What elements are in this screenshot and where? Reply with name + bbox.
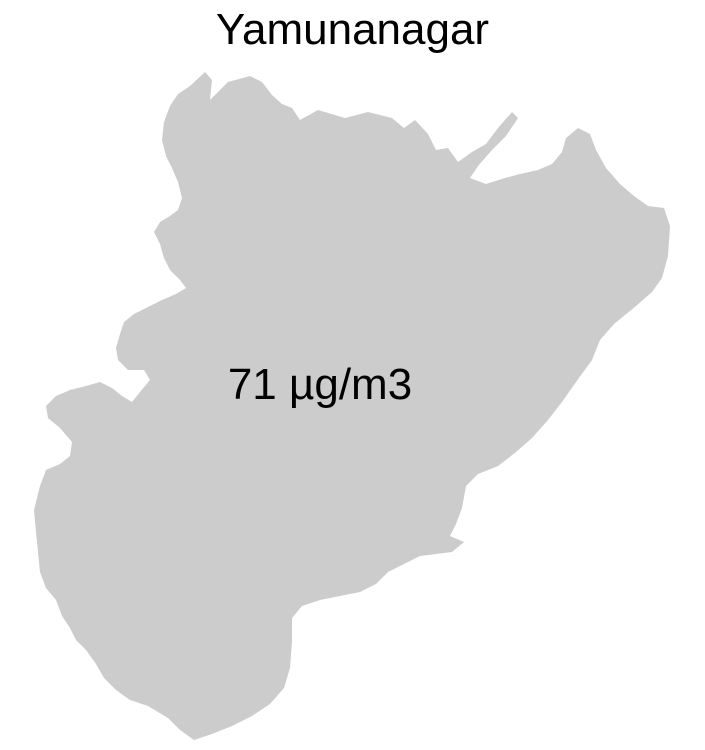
district-shape <box>34 72 670 740</box>
map-title: Yamunanagar <box>215 5 490 54</box>
pollution-value-label: 71 µg/m3 <box>227 360 413 409</box>
